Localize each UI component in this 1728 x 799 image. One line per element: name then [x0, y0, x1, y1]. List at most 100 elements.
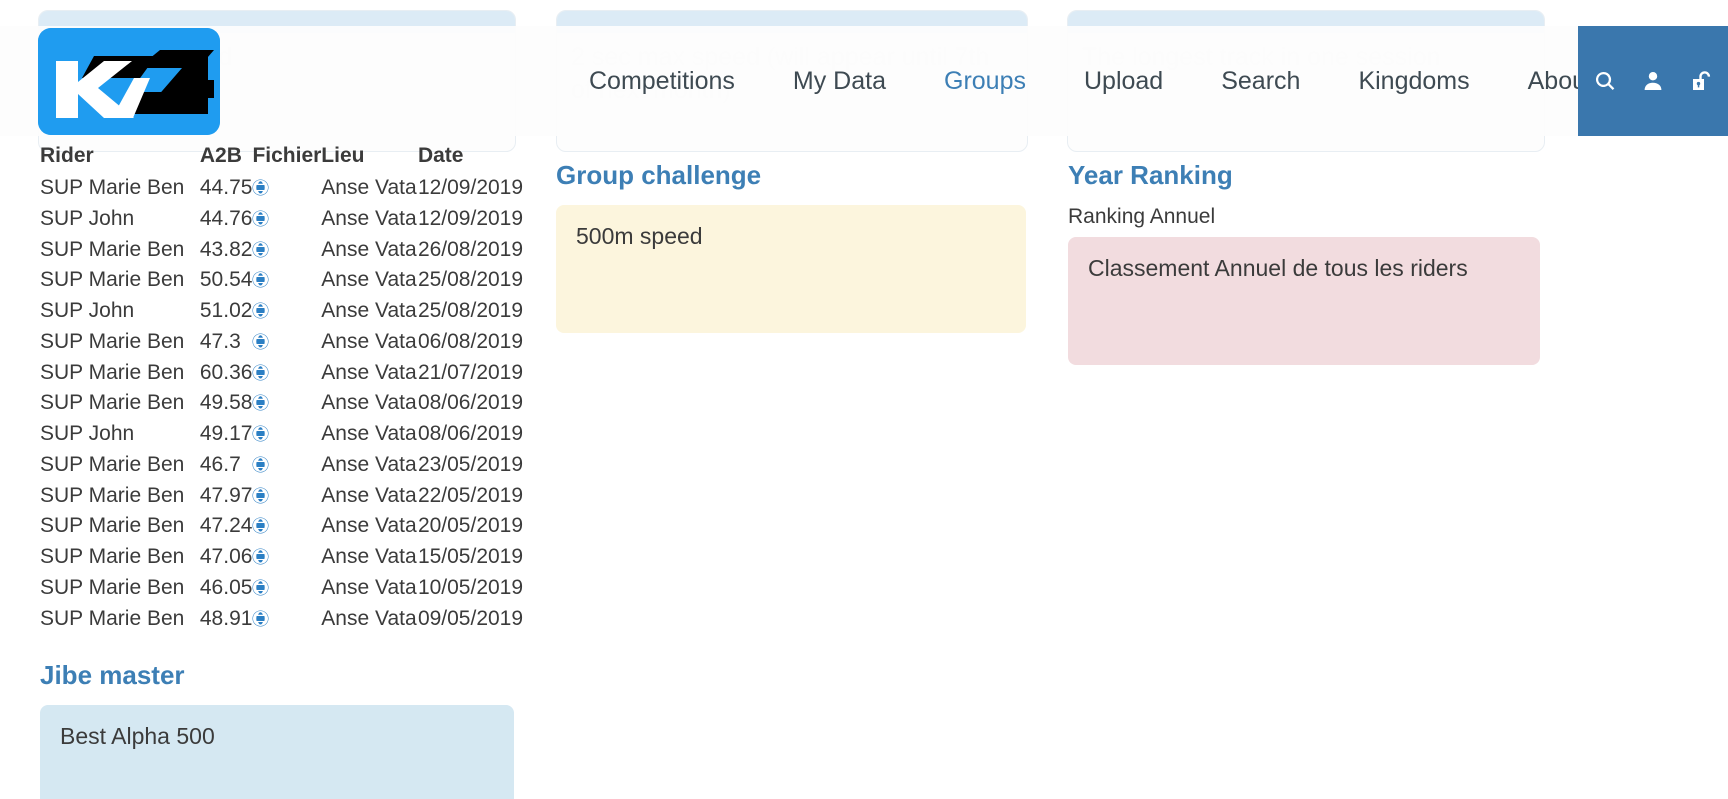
cell-lieu: Anse Vata: [321, 422, 417, 446]
cell-fichier[interactable]: [252, 388, 321, 419]
main-columns: Rider A2B Fichier Lieu Date SUP Marie Be…: [0, 140, 1728, 799]
globe-icon[interactable]: [252, 271, 269, 288]
cell-rider[interactable]: SUP Marie Ben: [40, 452, 185, 476]
globe-icon[interactable]: [252, 241, 269, 258]
table-row: SUP Marie Ben 48.91 Anse Vata 09/05/2019: [40, 604, 530, 635]
unlock-icon[interactable]: [1688, 68, 1714, 94]
results-table: Rider A2B Fichier Lieu Date SUP Marie Be…: [40, 144, 530, 634]
year-ranking-panel[interactable]: Classement Annuel de tous les riders: [1068, 237, 1540, 365]
cell-rider[interactable]: SUP Marie Ben: [40, 391, 185, 415]
table-row: SUP Marie Ben 47.3 Anse Vata 06/08/2019: [40, 327, 530, 358]
column-header-fichier: Fichier: [252, 144, 322, 167]
cell-a2b: 46.05: [199, 575, 253, 599]
nav-item-search[interactable]: Search: [1221, 66, 1301, 95]
cell-a2b: 48.91: [199, 606, 253, 630]
cell-rider[interactable]: SUP John: [40, 206, 135, 230]
cell-fichier[interactable]: [252, 573, 321, 604]
cell-date: 06/08/2019: [417, 329, 524, 353]
table-row: SUP Marie Ben 50.54 Anse Vata 25/08/2019: [40, 265, 530, 296]
jibe-master-panel[interactable]: Best Alpha 500: [40, 705, 514, 799]
cell-date: 08/06/2019: [417, 422, 524, 446]
cell-rider[interactable]: SUP Marie Ben: [40, 545, 185, 569]
globe-icon[interactable]: [252, 579, 269, 596]
cell-rider[interactable]: SUP Marie Ben: [40, 176, 185, 199]
group-challenge-panel-text: 500m speed: [576, 223, 703, 249]
group-challenge-panel[interactable]: 500m speed: [556, 205, 1026, 333]
cell-fichier[interactable]: [252, 450, 321, 481]
jibe-master-section: Jibe master Best Alpha 500: [40, 660, 556, 799]
cell-a2b: 47.3: [199, 329, 241, 353]
globe-icon[interactable]: [252, 394, 269, 411]
table-row: SUP Marie Ben 47.24 Anse Vata 20/05/2019: [40, 511, 530, 542]
column-header-lieu: Lieu: [321, 144, 365, 167]
cell-rider[interactable]: SUP Marie Ben: [40, 237, 185, 261]
cell-date: 26/08/2019: [417, 237, 524, 261]
cell-lieu: Anse Vata: [321, 514, 417, 538]
search-icon[interactable]: [1592, 68, 1618, 94]
cell-lieu: Anse Vata: [321, 206, 417, 230]
cell-rider[interactable]: SUP Marie Ben: [40, 483, 185, 507]
globe-icon[interactable]: [252, 210, 269, 227]
cell-fichier[interactable]: [252, 511, 321, 542]
column-header-rider: Rider: [40, 144, 94, 167]
cell-a2b: 50.54: [199, 268, 253, 292]
globe-icon[interactable]: [252, 456, 269, 473]
cell-fichier[interactable]: [252, 419, 321, 450]
table-row: SUP Marie Ben 60.36 Anse Vata 21/07/2019: [40, 358, 530, 389]
group-challenge-title: Group challenge: [556, 160, 762, 190]
cell-rider[interactable]: SUP Marie Ben: [40, 268, 185, 292]
nav-item-kingdoms[interactable]: Kingdoms: [1358, 66, 1470, 95]
cell-rider[interactable]: SUP Marie Ben: [40, 606, 185, 630]
cell-fichier[interactable]: [252, 358, 321, 389]
cell-fichier[interactable]: [252, 296, 321, 327]
cell-fichier[interactable]: [252, 173, 321, 204]
globe-icon[interactable]: [252, 610, 269, 627]
table-row: SUP John 51.02 Anse Vata 25/08/2019: [40, 296, 530, 327]
nav-icon-panel: [1578, 26, 1728, 136]
globe-icon[interactable]: [252, 425, 269, 442]
globe-icon[interactable]: [252, 302, 269, 319]
cell-a2b: 44.75: [199, 176, 253, 199]
cell-fichier[interactable]: [252, 204, 321, 235]
cell-rider[interactable]: SUP John: [40, 299, 135, 323]
nav-item-my-data[interactable]: My Data: [792, 66, 886, 95]
cell-rider[interactable]: SUP Marie Ben: [40, 514, 185, 538]
nav-item-groups[interactable]: Groups: [944, 66, 1026, 95]
cell-date: 12/09/2019: [417, 176, 524, 199]
cell-fichier[interactable]: [252, 604, 321, 635]
table-row: SUP John 49.17 Anse Vata 08/06/2019: [40, 419, 530, 450]
cell-fichier[interactable]: [252, 235, 321, 266]
user-icon[interactable]: [1640, 68, 1666, 94]
cell-fichier[interactable]: [252, 327, 321, 358]
results-table-body: SUP Marie Ben 44.75 Anse Vata 12/09/2019 SUP…: [40, 173, 530, 634]
cell-lieu: Anse Vata: [321, 391, 417, 415]
year-ranking-sublabel: Ranking Annuel: [1068, 205, 1216, 228]
middle-column: Group challenge 500m speed: [556, 140, 1068, 799]
cell-rider[interactable]: SUP Marie Ben: [40, 575, 185, 599]
table-row: SUP Marie Ben 47.06 Anse Vata 15/05/2019: [40, 542, 530, 573]
globe-icon[interactable]: [252, 179, 269, 196]
cell-rider[interactable]: SUP Marie Ben: [40, 360, 185, 384]
globe-icon[interactable]: [252, 364, 269, 381]
cell-fichier[interactable]: [252, 542, 321, 573]
cell-a2b: 47.97: [199, 483, 253, 507]
cell-fichier[interactable]: [252, 481, 321, 512]
cell-rider[interactable]: SUP Marie Ben: [40, 329, 185, 353]
top-navigation-bar: Competitions My Data Groups Upload Searc…: [0, 26, 1728, 136]
cell-lieu: Anse Vata: [321, 452, 417, 476]
kaz-logo[interactable]: [38, 28, 220, 135]
globe-icon[interactable]: [252, 517, 269, 534]
cell-rider[interactable]: SUP John: [40, 422, 135, 446]
jibe-master-panel-text: Best Alpha 500: [60, 723, 215, 750]
globe-icon[interactable]: [252, 548, 269, 565]
cell-a2b: 49.17: [199, 422, 253, 446]
globe-icon[interactable]: [252, 487, 269, 504]
cell-fichier[interactable]: [252, 265, 321, 296]
globe-icon[interactable]: [252, 333, 269, 350]
nav-item-competitions[interactable]: Competitions: [589, 66, 735, 95]
cell-lieu: Anse Vata: [321, 483, 417, 507]
nav-item-upload[interactable]: Upload: [1083, 66, 1164, 95]
cell-date: 15/05/2019: [417, 545, 524, 569]
cell-date: 10/05/2019: [417, 575, 524, 599]
